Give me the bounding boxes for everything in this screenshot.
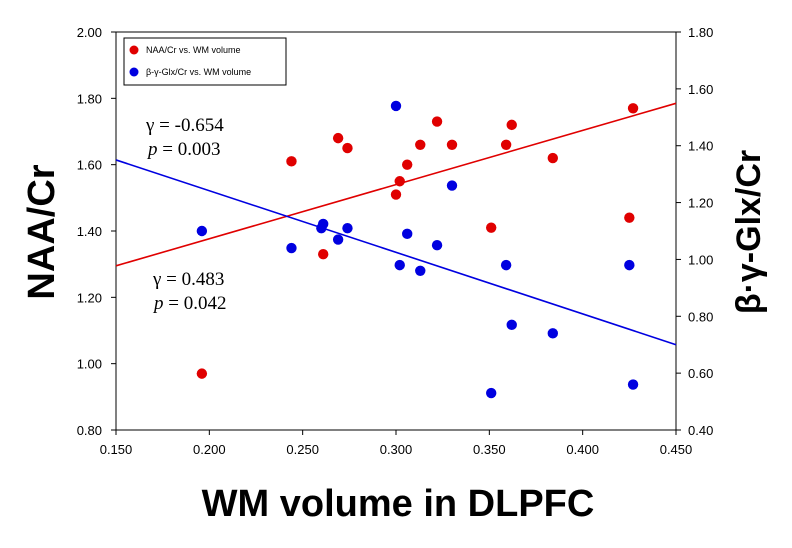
data-point-naa [286, 156, 297, 167]
data-point-glx [446, 180, 458, 191]
legend-label-naa: NAA/Cr vs. WM volume [146, 45, 241, 55]
y-axis-right-title: β·γ-Glx/Cr [730, 150, 768, 314]
points-layer [196, 100, 639, 399]
data-point-naa [332, 132, 344, 144]
y-left-tick-label: 1.00 [77, 357, 102, 372]
x-tick-label: 0.350 [473, 442, 506, 457]
data-point-glx [196, 225, 208, 237]
data-point-glx [506, 319, 517, 331]
x-tick-label: 0.250 [286, 442, 319, 457]
data-point-glx [415, 265, 426, 276]
y-right-tick-label: 1.40 [688, 139, 713, 154]
x-tick-label: 0.400 [566, 442, 599, 457]
data-point-glx [394, 259, 405, 271]
data-point-glx [332, 234, 344, 245]
y-right-tick-label: 1.00 [688, 252, 713, 267]
x-tick-label: 0.200 [193, 442, 226, 457]
legend: NAA/Cr vs. WM volume β-γ-Glx/Cr vs. WM v… [123, 37, 287, 86]
data-point-glx [390, 100, 402, 112]
data-point-naa [394, 176, 405, 187]
x-tick-label: 0.450 [660, 442, 693, 457]
x-tick-label: 0.150 [100, 442, 133, 457]
data-point-glx [486, 387, 497, 399]
data-point-glx [431, 240, 443, 251]
data-point-glx [500, 259, 512, 271]
data-point-naa [486, 222, 497, 233]
data-point-naa [627, 103, 639, 114]
y-right-tick-label: 0.60 [688, 366, 713, 381]
y-right-tick-label: 0.40 [688, 423, 713, 438]
fit-line-glx [115, 159, 677, 346]
data-point-naa [415, 139, 426, 150]
y-left-tick-label: 1.40 [77, 224, 102, 239]
y-right-tick-label: 1.80 [688, 25, 713, 40]
x-axis-title: WM volume in DLPFC [202, 483, 595, 525]
data-point-glx [402, 228, 413, 240]
x-tick-label: 0.300 [380, 442, 413, 457]
y-right-tick-label: 1.60 [688, 82, 713, 97]
data-point-naa [624, 212, 635, 223]
data-point-glx [318, 218, 329, 230]
y-left-tick-label: 1.20 [77, 290, 102, 305]
annotation-p-label-glx: p [152, 293, 164, 314]
data-point-naa [500, 139, 512, 150]
y-left-tick-label: 1.60 [77, 158, 102, 173]
data-point-glx [627, 379, 639, 390]
y-right-tick-label: 1.20 [688, 196, 713, 211]
data-point-naa [390, 189, 402, 200]
data-point-glx [547, 328, 558, 339]
annotation-p-value-naa: = 0.003 [158, 139, 221, 160]
legend-marker-glx [129, 67, 139, 77]
data-point-naa [402, 159, 413, 170]
data-point-glx [342, 222, 353, 234]
annotation-p-label-naa: p [146, 139, 158, 160]
ticks-layer: 0.150 0.200 0.250 0.300 0.350 0.400 0.450 0.80 1… [77, 25, 714, 457]
annotation-p-glx: p = 0.042 [152, 293, 226, 314]
annotation-gamma-glx: γ = 0.483 [152, 269, 224, 290]
data-point-naa [342, 142, 353, 154]
y-axis-left-title: NAA/Cr [21, 164, 63, 299]
data-point-glx [286, 242, 297, 254]
y-right-tick-label: 0.80 [688, 309, 713, 324]
data-point-naa [318, 249, 329, 260]
annotation-p-value-glx: = 0.042 [164, 293, 227, 314]
data-point-naa [547, 152, 558, 164]
annotation-gamma-naa: γ = -0.654 [145, 115, 224, 136]
legend-label-glx: β-γ-Glx/Cr vs. WM volume [146, 67, 251, 77]
data-point-naa [196, 368, 208, 379]
y-left-tick-label: 2.00 [77, 25, 102, 40]
legend-marker-naa [129, 45, 139, 55]
legend-box [123, 37, 287, 86]
y-left-tick-label: 1.80 [77, 91, 102, 106]
y-left-tick-label: 0.80 [77, 423, 102, 438]
data-point-glx [624, 259, 635, 271]
plot-area [115, 31, 677, 431]
data-point-naa [446, 139, 458, 150]
data-point-naa [431, 116, 443, 127]
data-point-naa [506, 119, 517, 131]
annotation-p-naa: p = 0.003 [146, 139, 220, 160]
